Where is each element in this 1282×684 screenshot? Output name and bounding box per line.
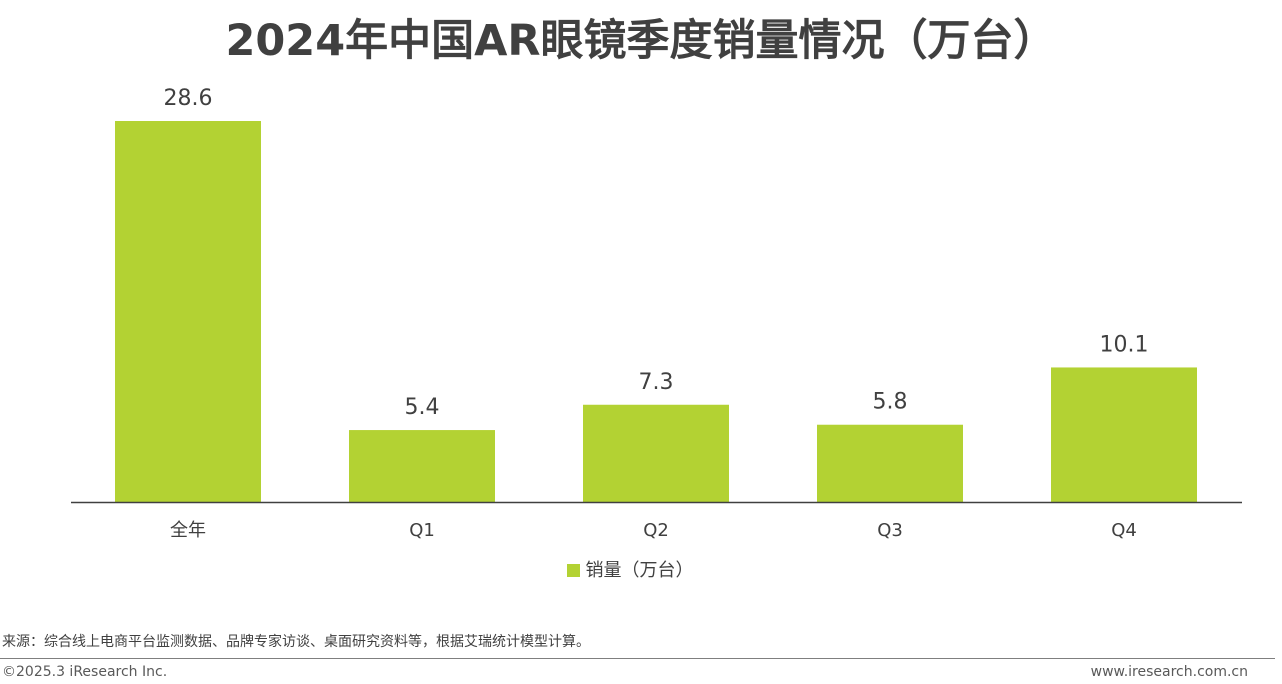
category-label-1: Q1 [409,520,435,541]
footer-divider [0,658,1275,659]
category-labels-group: 全年 Q1 Q2 Q3 Q4 [170,520,1137,541]
value-label-1: 5.4 [405,395,440,420]
category-label-3: Q3 [877,520,903,541]
bar-3 [817,424,963,502]
value-labels-group: 28.6 5.4 7.3 5.8 10.1 [164,86,1149,420]
value-label-2: 7.3 [639,370,674,395]
bar-1 [349,430,495,502]
value-label-0: 28.6 [164,86,213,111]
legend-swatch [566,564,580,577]
bar-chart: 28.6 5.4 7.3 5.8 10.1 全年 Q1 Q2 Q3 Q4 [71,86,1242,541]
category-label-2: Q2 [643,520,669,541]
value-label-4: 10.1 [1100,332,1149,357]
category-label-0: 全年 [170,520,206,541]
bar-0 [115,121,261,502]
value-label-3: 5.8 [873,390,908,415]
legend-label: 销量（万台） [585,560,694,581]
bar-4 [1051,367,1197,502]
source-note: 来源：综合线上电商平台监测数据、品牌专家访谈、桌面研究资料等，根据艾瑞统计模型计… [2,634,590,650]
category-label-4: Q4 [1111,520,1137,541]
legend: 销量（万台） [0,556,1260,582]
bars-group [115,121,1197,502]
chart-title: 2024年中国AR眼镜季度销量情况（万台） [225,16,1057,66]
copyright-text: ©2025.3 iResearch Inc. [2,664,168,680]
website-link: www.iresearch.com.cn [1090,664,1248,680]
bar-2 [583,404,729,502]
